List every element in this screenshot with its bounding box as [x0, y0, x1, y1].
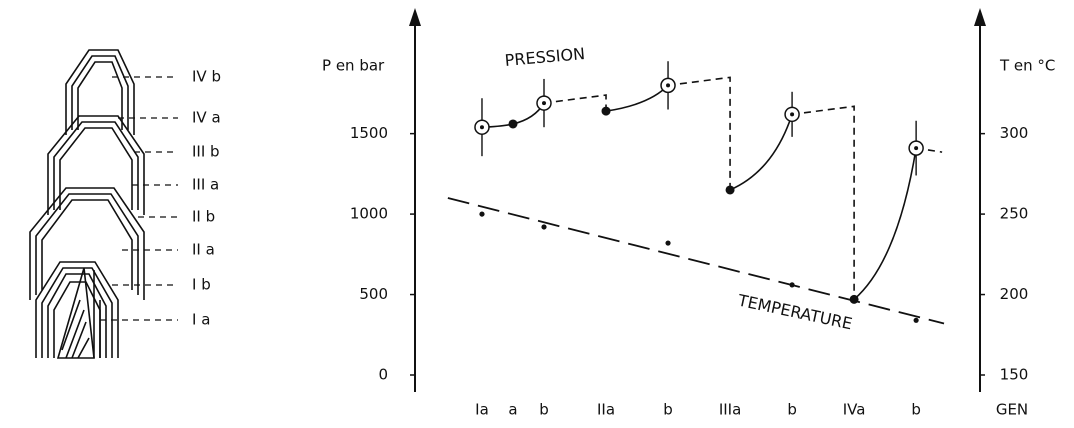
- pressure-point: [602, 107, 611, 116]
- x-tick-label: Ia: [475, 401, 489, 419]
- pressure-curve: [730, 114, 792, 190]
- y-tick-label: 1500: [350, 124, 388, 142]
- y-tick-label: 500: [359, 285, 388, 303]
- pressure-curve: [606, 85, 668, 111]
- generation-label: III b: [192, 143, 220, 161]
- temperature-point: [541, 224, 546, 229]
- x-tick-label: b: [539, 401, 549, 419]
- x-tick-label: b: [911, 401, 921, 419]
- generation-label: I b: [192, 276, 211, 294]
- generation-label: IV a: [192, 109, 221, 127]
- pressure-curve: [854, 148, 916, 299]
- pressure-point: [508, 119, 517, 128]
- y2-tick-label: 200: [1000, 285, 1029, 303]
- generation-label: II a: [192, 241, 215, 259]
- y2-tick-label: 250: [1000, 205, 1029, 223]
- x-tick-label: IIIa: [719, 401, 741, 419]
- pressure-drop: [544, 95, 606, 111]
- x-tick-label: b: [787, 401, 797, 419]
- pressure-point: [726, 185, 735, 194]
- axes: [415, 22, 980, 392]
- generation-label: II b: [192, 208, 215, 226]
- x-tick-label: a: [508, 401, 517, 419]
- generation-label: IV b: [192, 68, 221, 86]
- pressure-point-center: [666, 83, 670, 87]
- x-tick-label: IVa: [843, 401, 866, 419]
- x-tick-label: IIa: [597, 401, 615, 419]
- generation-label: III a: [192, 176, 219, 194]
- pressure-point-center: [542, 101, 546, 105]
- y2-axis-label: T en °C: [999, 57, 1055, 75]
- temperature-point: [479, 211, 484, 216]
- pressure-point-center: [480, 125, 484, 129]
- x-tick-label: b: [663, 401, 673, 419]
- generation-diagram: IV b IV a III b III a II b II a I b I a: [30, 50, 221, 358]
- temperature-point: [914, 318, 919, 323]
- y-tick-label: 0: [378, 366, 388, 384]
- figure: IV b IV a III b III a II b II a I b I a …: [0, 0, 1074, 428]
- y-tick-label: 1000: [350, 205, 388, 223]
- x-axis-label: GEN: [996, 401, 1028, 419]
- pressure-drop: [792, 106, 854, 299]
- y2-tick-label: 150: [1000, 366, 1029, 384]
- generation-label: I a: [192, 311, 210, 329]
- y2-tick-label: 300: [1000, 124, 1029, 142]
- annotation: PRESSION: [504, 44, 586, 70]
- axis-arrow: [409, 8, 986, 26]
- annotation: TEMPERATURE: [735, 290, 854, 333]
- pressure-drop: [668, 77, 730, 190]
- pressure-point-center: [790, 112, 794, 116]
- temperature-trend: [448, 198, 944, 324]
- y-axis-label: P en bar: [322, 57, 385, 75]
- temperature-point: [665, 240, 670, 245]
- pressure-point-center: [914, 146, 918, 150]
